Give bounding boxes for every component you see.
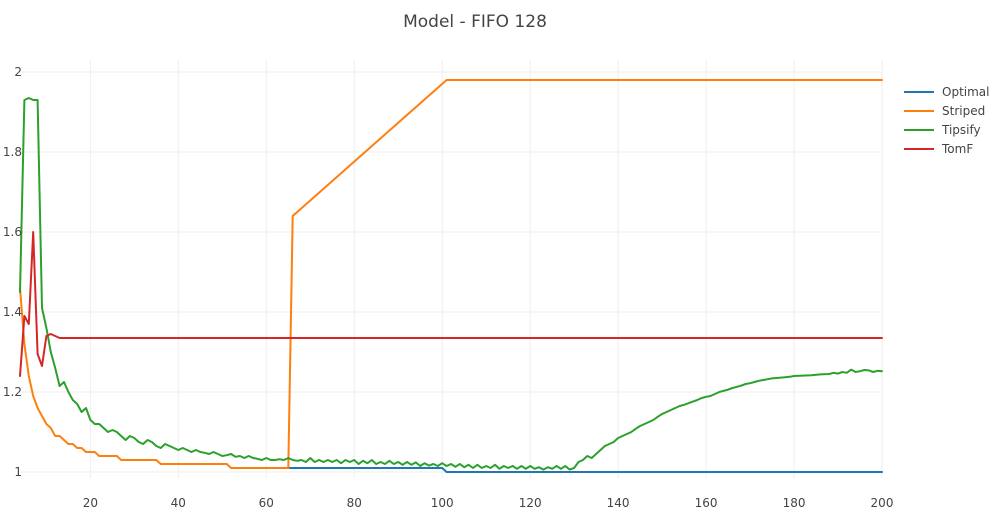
x-tick-label: 200 bbox=[871, 496, 894, 510]
x-tick-label: 60 bbox=[259, 496, 274, 510]
series-line-tomf bbox=[19, 231, 883, 377]
y-tick-label: 1 bbox=[14, 465, 22, 479]
x-tick-label: 100 bbox=[431, 496, 454, 510]
x-tick-label: 40 bbox=[171, 496, 186, 510]
series-lines bbox=[19, 79, 883, 473]
y-tick-label: 1.6 bbox=[3, 225, 22, 239]
tick-labels: 20 40 60 80 100 120 140 160 180 200 1 1.2 1.4 1.6 1.8 2 bbox=[3, 65, 894, 510]
legend-item-tipsify[interactable]: Tipsify bbox=[904, 123, 981, 137]
x-tick-label: 20 bbox=[83, 496, 98, 510]
x-tick-label: 140 bbox=[607, 496, 630, 510]
legend-item-tomf[interactable]: TomF bbox=[904, 142, 973, 156]
x-tick-label: 120 bbox=[519, 496, 542, 510]
y-tick-label: 1.8 bbox=[3, 145, 22, 159]
grid bbox=[20, 60, 883, 478]
legend-label: Tipsify bbox=[941, 123, 981, 137]
legend-item-optimal[interactable]: Optimal bbox=[904, 85, 989, 99]
y-tick-label: 1.4 bbox=[3, 305, 22, 319]
x-tick-label: 160 bbox=[695, 496, 718, 510]
legend-item-striped[interactable]: Striped bbox=[904, 104, 985, 118]
y-tick-label: 1.2 bbox=[3, 385, 22, 399]
x-tick-label: 180 bbox=[783, 496, 806, 510]
y-tick-label: 2 bbox=[14, 65, 22, 79]
chart-title: Model - FIFO 128 bbox=[403, 12, 547, 32]
series-line-tipsify bbox=[19, 97, 883, 471]
x-tick-label: 80 bbox=[347, 496, 362, 510]
legend[interactable]: Optimal Striped Tipsify TomF bbox=[904, 85, 989, 156]
legend-label: TomF bbox=[941, 142, 973, 156]
legend-label: Striped bbox=[942, 104, 985, 118]
series-line-striped bbox=[19, 79, 883, 469]
series-line-optimal bbox=[287, 467, 883, 473]
legend-label: Optimal bbox=[942, 85, 989, 99]
